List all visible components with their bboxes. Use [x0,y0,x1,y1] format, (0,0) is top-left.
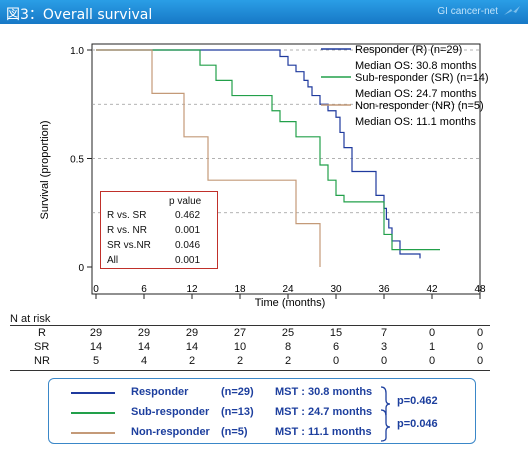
x-tick-label: 6 [141,284,147,295]
at-risk-cell: 4 [140,355,148,367]
x-tick-label: 36 [378,284,390,295]
at-risk-cell: 2 [188,355,196,367]
pvalue-header: p value [169,196,202,207]
legend-n: (n=5) [221,426,248,438]
pvalue-row-label: R vs. NR [107,225,147,236]
legend-mst: MST : 30.8 months [275,386,373,398]
legend-entry: Non-responder (NR) (n=5) [355,100,484,112]
legend-name: Sub-responder [131,406,210,418]
figure-title: 図3：Overall survival [6,7,153,23]
at-risk-cell: 2 [284,355,292,367]
pvalue-table: p value R vs. SR 0.462 R vs. NR 0.001 SR… [100,191,218,269]
y-axis: 0 0.5 1.0 [70,46,92,274]
x-tick-label: 0 [93,284,99,295]
at-risk-cell: 0 [428,355,436,367]
summary-legend: Responder (n=29) MST : 30.8 months Sub-r… [48,378,476,444]
at-risk-cell: 6 [332,341,340,353]
legend-n: (n=29) [221,386,254,398]
at-risk-cell: 27 [233,327,247,339]
figure-header: 図3：Overall survival GI cancer-net [0,0,528,24]
at-risk-cell: 14 [137,341,151,353]
at-risk-title: N at risk [10,313,51,325]
at-risk-divider [10,325,490,326]
at-risk-cell: 2 [236,355,244,367]
x-tick-label: 12 [186,284,198,295]
y-tick-label: 0 [78,263,84,274]
pvalue-row-label: All [107,255,119,266]
x-tick-label: 42 [426,284,438,295]
legend-entry: Median OS: 30.8 months [355,60,477,72]
series-line-1 [96,49,440,251]
at-risk-cell: 0 [476,341,484,353]
at-risk-cell: 7 [380,327,388,339]
brand-label: GI cancer-net [437,6,498,17]
at-risk-row-label: NR [34,355,50,367]
at-risk-cell: 0 [476,355,484,367]
gridlines [92,49,480,214]
legend-swatch-sub-responder [71,412,115,414]
at-risk-cell: 0 [380,355,388,367]
at-risk-cell: 8 [284,341,292,353]
survival-plot: 0 0.5 1.0 0 6 12 18 24 30 36 42 48 Survival (propo… [39,43,489,309]
at-risk-cell: 25 [281,327,295,339]
legend-mst: MST : 11.1 months [275,426,372,438]
at-risk-row-label: SR [34,341,50,353]
at-risk-cell: 15 [329,327,343,339]
at-risk-cell: 14 [185,341,199,353]
legend-entry: Median OS: 11.1 months [355,116,476,128]
pvalue-row-value: 0.046 [175,240,201,251]
y-tick-label: 0.5 [70,155,84,166]
at-risk-divider [10,370,490,371]
y-axis-label: Survival (proportion) [39,120,51,219]
brace-icon [380,386,391,442]
legend-entry: Responder (R) (n=29) [355,44,462,56]
pvalue-row-label: R vs. SR [107,210,147,221]
series-lines [96,49,440,267]
at-risk-cell: 1 [428,341,436,353]
pvalue-row-value: 0.001 [175,225,201,236]
at-risk-cell: 5 [92,355,100,367]
bird-logo-icon [504,6,520,15]
plot-frame [91,43,481,295]
at-risk-cell: 29 [137,327,151,339]
legend-name: Responder [131,386,189,398]
at-risk-cell: 0 [428,327,436,339]
legend-swatch-non-responder [71,432,115,434]
at-risk-cell: 10 [233,341,247,353]
legend-mst: MST : 24.7 months [275,406,373,418]
series-line-2 [96,49,321,267]
x-tick-label: 24 [282,284,294,295]
x-axis-label: Time (months) [255,297,326,309]
x-tick-label: 18 [234,284,246,295]
y-tick-label: 1.0 [70,46,84,57]
pvalue-row-value: 0.001 [175,255,201,266]
at-risk-cell: 0 [332,355,340,367]
legend-n: (n=13) [221,406,254,418]
x-tick-label: 30 [330,284,342,295]
chart-legend: Responder (R) (n=29) Median OS: 30.8 mont… [321,44,489,128]
at-risk-cell: 29 [89,327,103,339]
x-axis: 0 6 12 18 24 30 36 42 48 [93,284,486,299]
x-tick-label: 48 [474,284,486,295]
at-risk-cell: 29 [185,327,199,339]
legend-name: Non-responder [131,426,210,438]
legend-swatch-responder [71,392,115,394]
at-risk-cell: 0 [476,327,484,339]
at-risk-row-label: R [38,327,46,339]
pvalue-row-label: SR vs.NR [107,240,151,251]
legend-entry: Median OS: 24.7 months [355,88,477,100]
legend-entry: Sub-responder (SR) (n=14) [355,72,489,84]
pvalue-label: p=0.462 [397,395,438,407]
at-risk-cell: 3 [380,341,388,353]
pvalue-label: p=0.046 [397,418,438,430]
pvalue-row-value: 0.462 [175,210,201,221]
series-line-0 [96,49,421,259]
at-risk-cell: 14 [89,341,103,353]
